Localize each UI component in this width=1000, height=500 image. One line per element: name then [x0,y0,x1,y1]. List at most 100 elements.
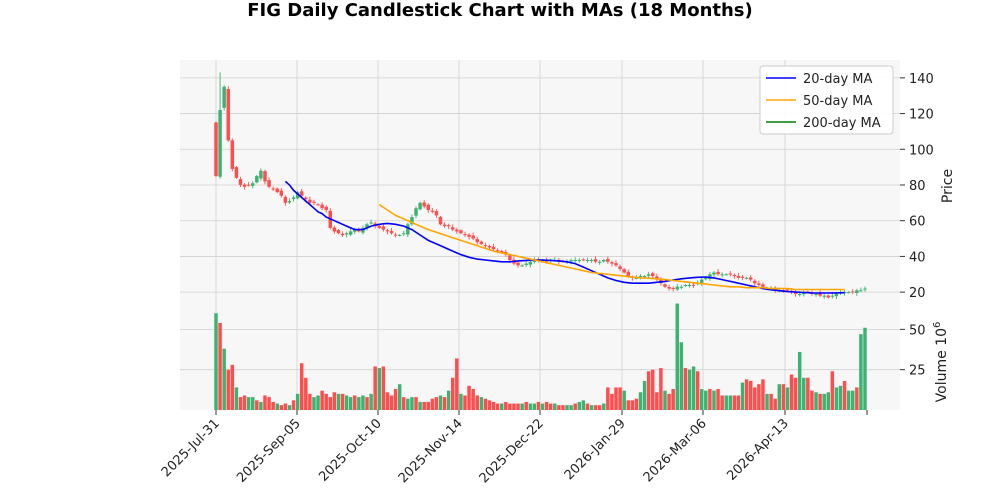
volume-bar [610,393,614,410]
volume-bar [389,395,394,410]
candle-body [569,260,573,262]
candle-body [495,250,500,252]
volume-bar [606,387,610,410]
volume-bar [234,387,239,410]
volume-bar [704,390,708,410]
candle-body [438,216,443,225]
candle-body [385,230,390,232]
candle-body [287,201,292,203]
volume-bar [789,374,794,410]
candle-body [663,284,667,287]
volume-bar [418,401,422,410]
candle-body [238,179,243,185]
x-tick-label: 2026-Apr-13 [724,416,791,483]
candle-body [214,122,218,177]
volume-bar [487,400,492,410]
volume-bar [675,303,679,410]
volume-bar [573,403,577,410]
volume-bar [830,371,835,410]
volume-bar [442,397,447,410]
candle-body [753,280,757,284]
candle-body [406,224,410,235]
candle-body [785,289,790,291]
candle-body [508,255,512,260]
candle-body [251,183,255,186]
volume-bar [528,403,533,410]
volume-bar [724,395,728,410]
candle-body [422,202,426,207]
volume-bar [679,342,684,410]
price-tick-label: 100 [909,143,934,158]
candle-body [442,224,447,227]
candle-body [642,276,647,278]
candle-body [463,234,467,236]
volume-bar [479,397,484,410]
volume-bar [463,395,467,410]
volume-bar [691,366,696,410]
volume-bar [324,393,328,410]
candle-body [348,231,353,235]
volume-bar [708,389,712,410]
volume-bar [863,327,867,410]
volume-bar [402,397,406,410]
candle-body [218,110,222,177]
volume-bar [508,403,512,410]
volume-bar [336,393,341,410]
candle-body [459,230,463,234]
volume-bar [720,395,724,410]
volume-bar [377,368,382,410]
candle-body [259,170,263,179]
volume-bar [410,397,414,410]
candle-body [679,286,684,288]
candle-body [446,225,451,227]
volume-bar [406,398,410,410]
volume-bar [826,392,830,410]
candle-body [242,184,247,187]
volume-bar [369,393,373,410]
volume-bar [524,401,528,410]
volume-bar [761,379,765,410]
volume-bar [736,395,741,410]
volume-bar [842,380,847,410]
candle-body [691,284,696,286]
candle-body [822,295,826,297]
candle-body [859,290,863,292]
ma20-line [284,180,845,294]
volume-bar [614,387,618,410]
volume-bar [773,398,777,410]
volume-bar [332,392,337,410]
x-tick-label: 2025-Nov-14 [396,416,466,486]
volume-bar [695,371,700,410]
candle-body [324,206,328,210]
volume-bar [577,401,582,410]
candles [214,72,867,299]
candle-body [483,245,488,247]
volume-bar [230,364,235,410]
volume-bar [344,395,349,410]
volume-bar [365,397,369,410]
volume-bar [569,405,573,410]
volume-bar [732,395,737,410]
volume-bar [385,392,390,410]
volume-bar [671,389,675,410]
volume-bar [585,403,590,410]
candle-body [651,273,655,277]
volume-bar [785,387,790,410]
legend-box [759,65,894,135]
volume-tick-label: 25 [909,364,926,379]
candle-body [291,197,296,200]
volume-bar [426,401,430,410]
candle-body [610,262,614,264]
price-axis-label: Price [940,169,956,203]
candle-body [344,233,349,235]
candle-body [863,288,867,290]
candle-body [389,230,394,234]
volume-bar [422,401,426,410]
candle-body [834,293,839,297]
price-tick-label: 40 [909,250,926,265]
volume-bar [597,405,602,410]
candle-body [263,171,267,182]
volume-bar [226,369,230,410]
volume-axis-exponent: 6 [932,322,943,328]
volume-bar [740,382,745,410]
